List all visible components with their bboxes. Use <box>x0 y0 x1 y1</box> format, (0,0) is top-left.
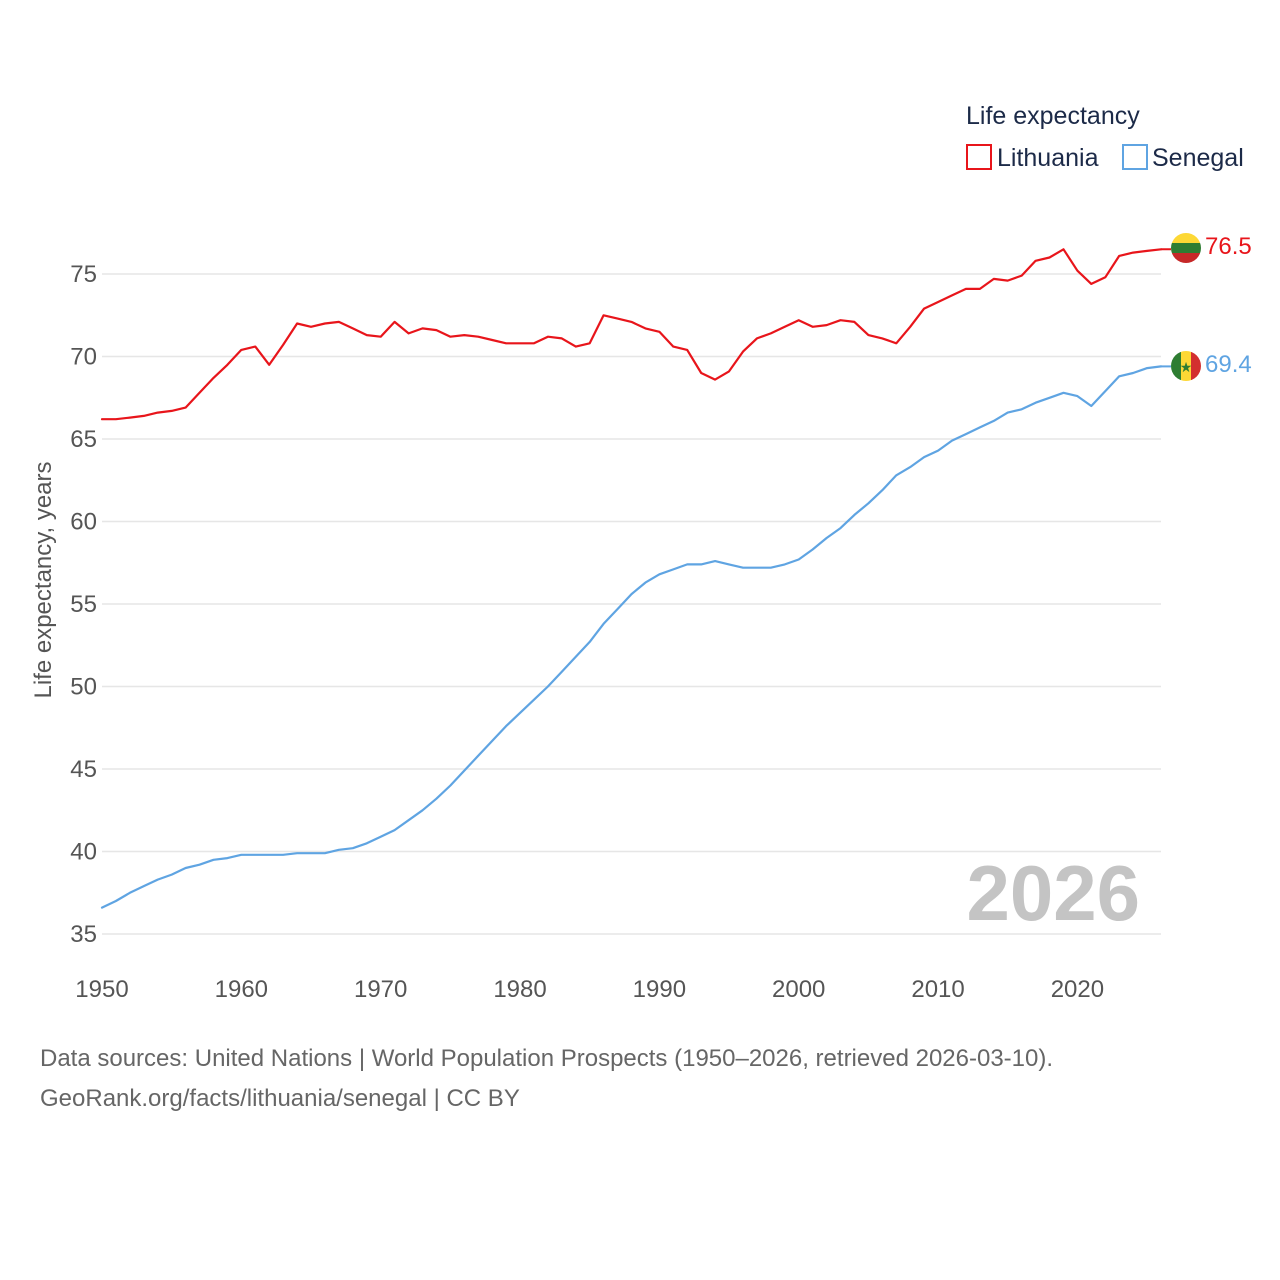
svg-text:★: ★ <box>1180 360 1193 376</box>
x-axis-ticks: 1950 1960 1970 1980 1990 2000 2010 2020 <box>75 976 1104 1003</box>
legend-label-lithuania: Lithuania <box>997 144 1099 172</box>
x-tick-label-2000: 2000 <box>772 976 825 1003</box>
year-watermark: 2026 <box>966 849 1140 937</box>
x-tick-label-1960: 1960 <box>215 976 268 1003</box>
x-tick-label-1970: 1970 <box>354 976 407 1003</box>
y-axis-title: Life expectancy, years <box>30 461 57 698</box>
end-label-lithuania: 76.5 <box>1205 233 1252 260</box>
series-lines <box>100 248 1171 909</box>
y-tick-label-70: 70 <box>70 344 97 371</box>
x-tick-label-2010: 2010 <box>911 976 964 1003</box>
y-axis-ticks: 35 40 45 50 55 60 65 70 75 <box>70 261 97 948</box>
legend-label-senegal: Senegal <box>1152 144 1244 172</box>
life-expectancy-chart: 35 40 45 50 55 60 65 70 75 1950 1960 1970 1980 1990 2… <box>30 102 1252 1003</box>
series-line-senegal[interactable] <box>100 365 1163 909</box>
legend-swatch-lithuania <box>966 144 992 170</box>
y-tick-label-45: 45 <box>70 756 97 783</box>
senegal-flag-icon: ★ <box>1171 351 1201 381</box>
x-tick-label-1980: 1980 <box>493 976 546 1003</box>
x-tick-label-2020: 2020 <box>1051 976 1104 1003</box>
legend-item-lithuania[interactable]: Lithuania <box>966 144 1099 172</box>
legend-item-senegal[interactable]: Senegal <box>1122 144 1244 172</box>
footer-credit[interactable]: GeoRank.org/facts/lithuania/senegal | CC… <box>40 1085 520 1112</box>
x-tick-label-1990: 1990 <box>633 976 686 1003</box>
end-label-senegal: 69.4 <box>1205 351 1252 378</box>
legend-swatch-senegal <box>1122 144 1148 170</box>
y-tick-label-75: 75 <box>70 261 97 288</box>
y-tick-label-65: 65 <box>70 426 97 453</box>
y-tick-label-60: 60 <box>70 509 97 536</box>
series-line-lithuania[interactable] <box>100 248 1163 421</box>
legend: Life expectancy Lithuania Senegal <box>966 102 1244 172</box>
y-tick-label-35: 35 <box>70 921 97 948</box>
footer-sources: Data sources: United Nations | World Pop… <box>40 1045 1054 1072</box>
y-tick-label-50: 50 <box>70 674 97 701</box>
y-tick-label-55: 55 <box>70 591 97 618</box>
legend-title: Life expectancy <box>966 102 1140 130</box>
x-tick-label-1950: 1950 <box>75 976 128 1003</box>
y-tick-label-40: 40 <box>70 839 97 866</box>
lithuania-flag-icon <box>1171 233 1201 263</box>
gridlines <box>102 273 1161 935</box>
